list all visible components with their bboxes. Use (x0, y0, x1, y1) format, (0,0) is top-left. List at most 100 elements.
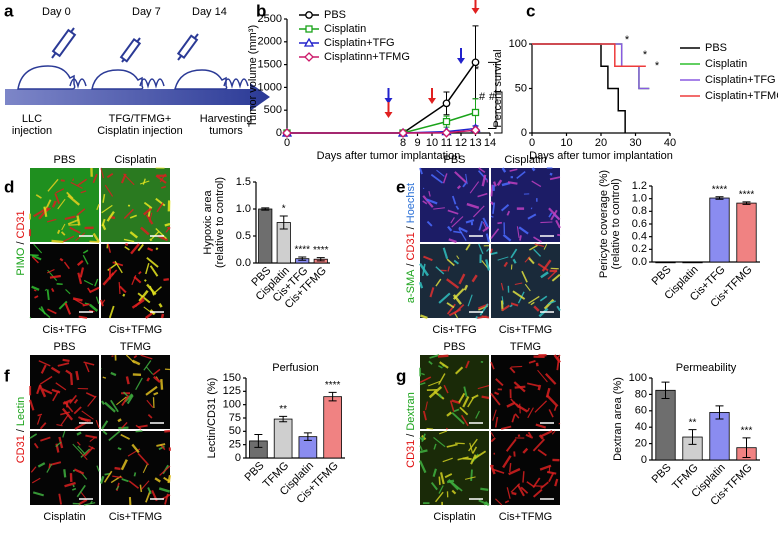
micrograph-texture (61, 223, 66, 231)
micrograph (101, 355, 170, 429)
micrograph-texture (423, 255, 433, 262)
micrograph-texture (48, 463, 51, 469)
micrograph-texture (459, 406, 469, 416)
micrograph-texture (78, 315, 88, 319)
micrograph-texture (477, 385, 490, 390)
micrograph-texture (102, 430, 108, 436)
marker (471, 58, 480, 67)
micrograph-texture (456, 255, 460, 260)
micrograph-texture (490, 215, 494, 218)
micrograph (30, 431, 99, 505)
y-tick-label: 20 (635, 438, 647, 450)
micrograph-texture (494, 391, 500, 396)
micrograph-texture (532, 488, 543, 498)
micrograph-texture (537, 449, 547, 457)
micrograph-texture (148, 212, 153, 223)
micrograph-texture (34, 295, 39, 299)
micrograph-texture (541, 259, 552, 272)
micrograph-texture (446, 443, 458, 448)
panel-label: a (4, 1, 14, 20)
micrograph-texture (36, 415, 42, 425)
micrograph-texture (428, 191, 431, 197)
micrograph-label: Cisplatin (114, 154, 156, 166)
y-axis-label: Hypoxic area (202, 190, 214, 255)
micrograph-texture (40, 436, 51, 442)
micrograph-texture (142, 464, 148, 474)
micrograph-label: Cis+TFMG (499, 324, 552, 336)
micrograph-texture (107, 243, 112, 253)
annotation: # (479, 91, 486, 103)
micrograph-texture (451, 216, 464, 228)
micrograph-texture (485, 259, 491, 271)
micrograph-texture (545, 387, 551, 398)
micrograph-texture (462, 396, 470, 408)
micrograph-texture (110, 371, 117, 377)
micrograph-texture (46, 268, 55, 274)
micrograph-texture (501, 167, 507, 173)
error-bar (742, 437, 751, 459)
micrograph-texture (511, 491, 517, 496)
micrograph-texture (504, 500, 510, 504)
micrograph-texture (100, 168, 105, 179)
annotation: * (625, 34, 630, 46)
micrograph-texture (29, 399, 35, 411)
micrograph-texture (51, 287, 55, 293)
x-tick-label: 0 (284, 137, 290, 149)
y-axis-label: Pericyte coverage (%) (598, 170, 610, 278)
micrograph-texture (29, 254, 39, 257)
micrograph-texture (145, 263, 150, 275)
micrograph-texture (445, 427, 448, 430)
micrograph-texture (76, 484, 86, 498)
stain-part: / (405, 433, 417, 437)
micrograph-texture (516, 171, 526, 180)
micrograph-texture (123, 173, 135, 186)
micrograph-texture (513, 381, 526, 393)
micrograph-texture (554, 478, 559, 487)
micrograph-texture (485, 233, 491, 243)
error-bar (303, 432, 312, 441)
micrograph-texture (163, 278, 169, 281)
micrograph-texture (419, 167, 423, 175)
micrograph-texture (121, 394, 130, 407)
micrograph-texture (129, 214, 138, 219)
micrograph-texture (453, 259, 459, 265)
micrograph-texture (446, 302, 455, 309)
micrograph-texture (438, 365, 443, 369)
micrograph-texture (527, 407, 530, 412)
annotation: * (475, 64, 480, 76)
micrograph-texture (47, 178, 59, 192)
micrograph-texture (469, 181, 480, 194)
micrograph-texture (67, 218, 80, 225)
micrograph-texture (481, 395, 490, 400)
x-tick-label: 12 (455, 137, 467, 149)
micrograph-texture (482, 226, 490, 233)
micrograph-texture (463, 284, 469, 291)
marker (398, 128, 408, 138)
micrograph-texture (118, 281, 121, 295)
annotation: # (489, 91, 496, 103)
y-tick-label: 100 (223, 399, 241, 411)
stain-label: CD31 / Dextran (405, 392, 417, 468)
micrograph-texture (121, 421, 128, 429)
panel-label: d (4, 177, 14, 196)
micrograph-texture (82, 303, 90, 307)
micrograph-texture (138, 271, 142, 275)
micrograph-texture (522, 447, 529, 454)
micrograph-texture (46, 289, 50, 301)
micrograph-texture (548, 472, 555, 483)
significance-bracket (488, 61, 503, 134)
micrograph-texture (456, 185, 462, 190)
micrograph-texture (545, 372, 557, 385)
y-axis-label: Percent survival (492, 49, 504, 127)
micrograph-texture (556, 305, 561, 312)
micrograph-texture (69, 373, 74, 386)
x-axis-label: Days after tumor implantation (529, 150, 673, 162)
micrograph-texture (37, 462, 46, 468)
micrograph-texture (138, 424, 148, 429)
stain-part: CD31 (15, 435, 27, 463)
micrograph-texture (92, 173, 98, 184)
micrograph-texture (145, 385, 158, 396)
y-tick-label: 150 (223, 372, 241, 384)
micrograph-texture (443, 384, 449, 394)
micrograph-texture (140, 226, 150, 236)
